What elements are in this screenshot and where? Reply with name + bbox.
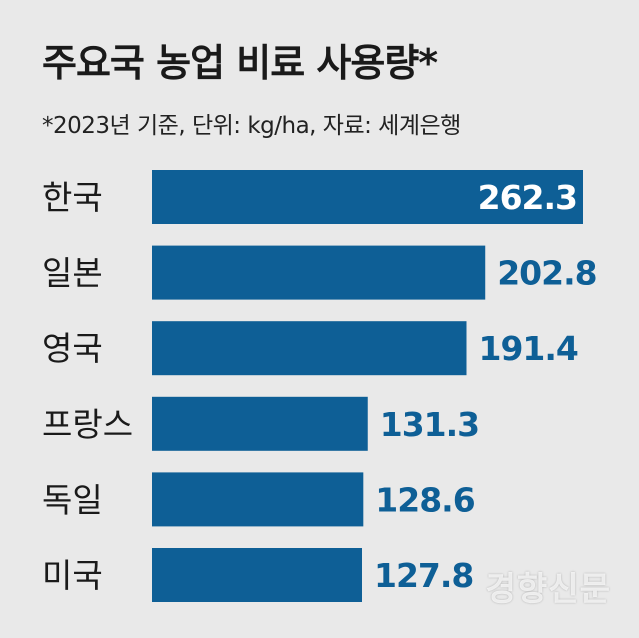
publisher-watermark: 경향신문 [485,569,611,608]
bar [152,170,583,224]
category-label: 한국 [42,178,103,217]
category-label: 영국 [42,329,103,368]
category-label: 프랑스 [42,405,133,444]
category-label: 미국 [42,556,103,595]
value-label: 127.8 [374,556,473,595]
bar [152,472,364,527]
category-label: 독일 [42,480,103,519]
value-label: 202.8 [497,254,596,293]
bar [152,548,362,602]
bar [152,321,467,376]
chart-subtitle: *2023년 기준, 단위: kg/ha, 자료: 세계은행 [42,113,461,139]
bar [152,396,368,451]
bar [152,245,486,300]
value-label: 131.3 [380,405,479,444]
value-label: 128.6 [375,480,474,519]
chart-title: 주요국 농업 비료 사용량* [42,41,438,85]
value-label: 262.3 [478,178,577,217]
value-label: 191.4 [479,329,578,368]
category-label: 일본 [42,254,103,293]
